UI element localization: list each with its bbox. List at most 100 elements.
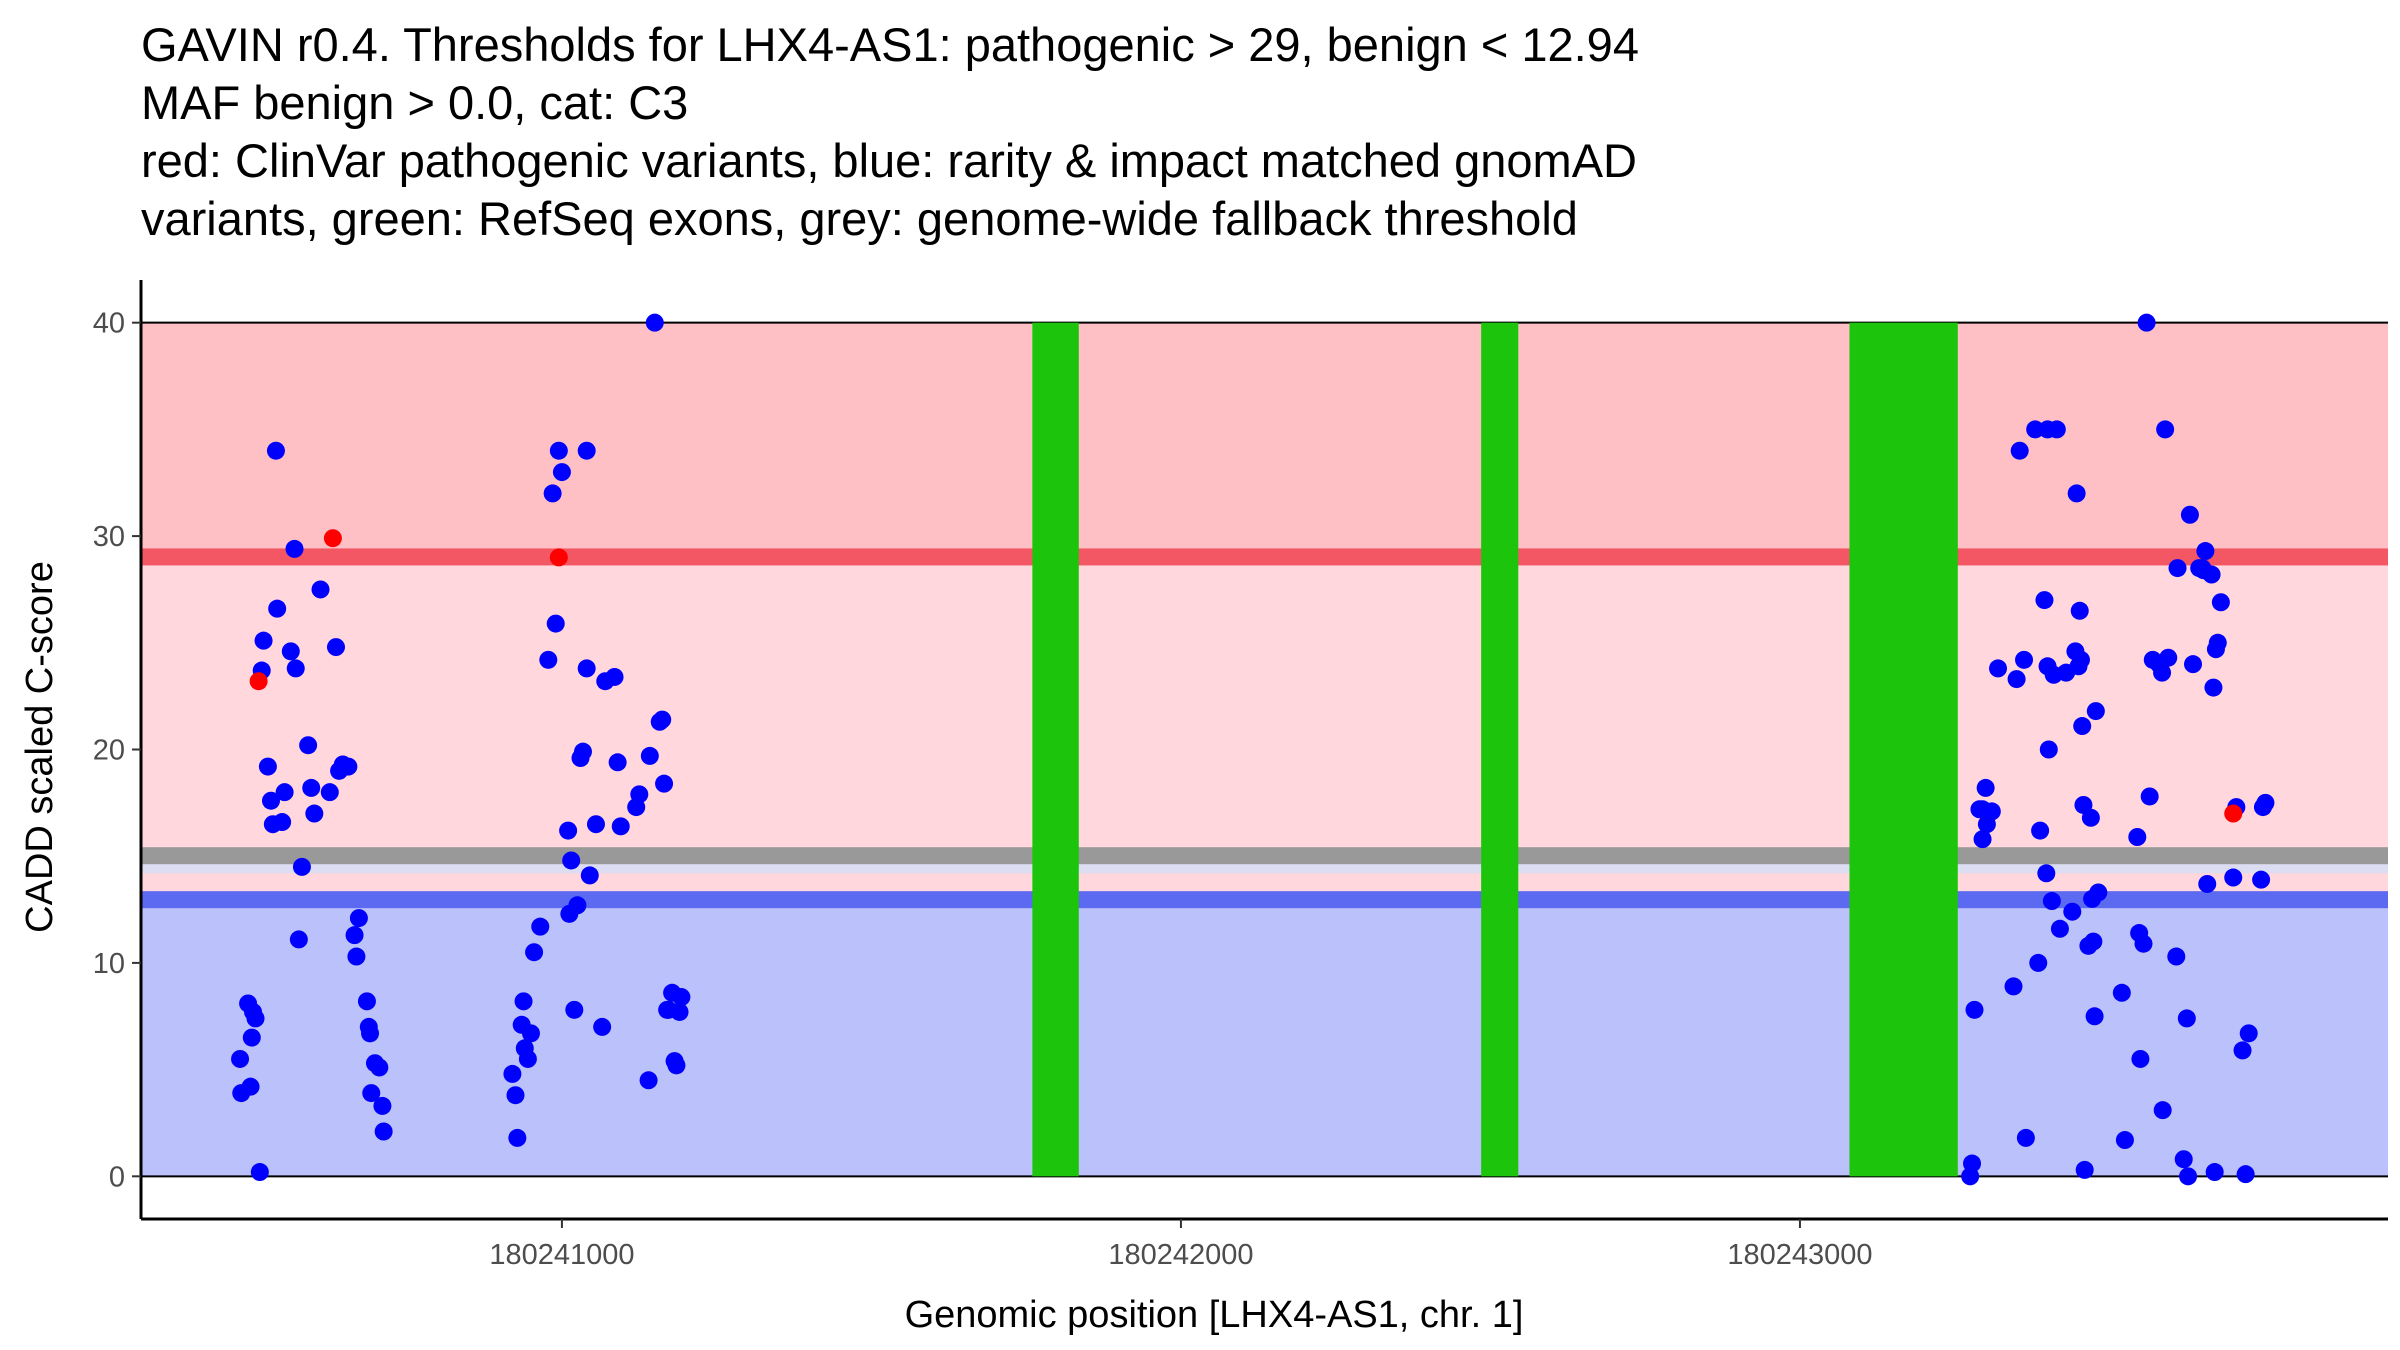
gnomad-variant-point (645, 313, 664, 332)
gnomad-variant-point (2239, 1024, 2258, 1043)
gnomad-variant-point (655, 774, 674, 793)
gnomad-variant-point (374, 1122, 393, 1141)
gnomad-variant-point (1976, 778, 1995, 797)
gnomad-variant-point (250, 1163, 269, 1182)
gnomad-variant-point (525, 943, 544, 962)
gnomad-variant-point (1965, 1000, 1984, 1019)
gnomad-variant-point (2204, 678, 2223, 697)
y-tick-label: 10 (93, 948, 125, 980)
gnomad-variant-point (1973, 830, 1992, 849)
gnomad-variant-point (357, 992, 376, 1011)
title-line-4: variants, green: RefSeq exons, grey: gen… (141, 192, 1578, 245)
gnomad-variant-point (2112, 983, 2131, 1002)
gnomad-variant-point (568, 896, 587, 915)
exon-bar (1481, 322, 1519, 1177)
gnomad-variant-point (608, 753, 627, 772)
y-tick-label: 0 (109, 1161, 125, 1193)
gnomad-variant-point (653, 710, 672, 729)
x-tick-label: 180243000 (1727, 1239, 1872, 1271)
gnomad-variant-point (246, 1009, 265, 1028)
gnomad-variant-point (2085, 1007, 2104, 1026)
gnomad-variant-point (559, 821, 578, 840)
y-axis-title: CADD scaled C-score (19, 561, 61, 933)
gnomad-variant-point (577, 441, 596, 460)
exon-bar (1032, 322, 1079, 1177)
gnomad-variant-point (305, 804, 324, 823)
gnomad-variant-point (2016, 1128, 2035, 1147)
exon-bar (1849, 322, 1958, 1177)
gnomad-variant-point (506, 1086, 525, 1105)
gnomad-variant-point (349, 909, 368, 928)
gnomad-variant-point (2007, 670, 2026, 689)
gnomad-variant-point (549, 441, 568, 460)
gnomad-variant-point (2004, 977, 2023, 996)
gnomad-variant-point (539, 650, 558, 669)
gnomad-variant-point (593, 1017, 612, 1036)
gnomad-variant-point (2236, 1165, 2255, 1184)
gnomad-variant-point (546, 614, 565, 633)
gnomad-variant-point (2086, 702, 2105, 721)
gnomad-variant-point (2010, 441, 2029, 460)
gnomad-variant-point (2089, 883, 2108, 902)
gnomad-variant-point (261, 791, 280, 810)
gnomad-variant-point (630, 785, 649, 804)
gnomad-variant-point (345, 926, 364, 945)
title-line-3: red: ClinVar pathogenic variants, blue: … (141, 134, 1637, 187)
gnomad-variant-point (2167, 947, 2186, 966)
gnomad-variant-point (242, 1028, 261, 1047)
gnomad-variant-point (531, 917, 550, 936)
gnomad-variant-point (2153, 1101, 2172, 1120)
y-tick-label: 30 (93, 521, 125, 553)
gnomad-variant-point (362, 1084, 381, 1103)
gnomad-variant-point (586, 815, 605, 834)
y-axis-ticks: 0 10 20 30 40 (93, 308, 141, 1193)
exon-bars (1032, 322, 1958, 1177)
gnomad-variant-point (577, 659, 596, 678)
gnomad-variant-point (2047, 420, 2066, 439)
gnomad-variant-point (670, 1002, 689, 1021)
gnomad-variant-point (292, 857, 311, 876)
gnomad-variant-point (1989, 659, 2008, 678)
gnomad-variant-point (299, 736, 318, 755)
gnomad-variant-point (521, 1024, 540, 1043)
gnomad-variant-point (2137, 313, 2156, 332)
gnomad-variant-point (580, 866, 599, 885)
x-axis-ticks: 180241000 180242000 180243000 (489, 1219, 1873, 1271)
gnomad-variant-point (285, 539, 304, 558)
gnomad-variant-point (2211, 593, 2230, 612)
gnomad-variant-point (2039, 740, 2058, 759)
gnomad-variant-point (361, 1024, 380, 1043)
gnomad-variant-point (326, 638, 345, 657)
gnomad-variant-point (2184, 655, 2203, 674)
gnomad-variant-point (639, 1071, 658, 1090)
gnomad-variant-point (573, 742, 592, 761)
gnomad-variant-point (2134, 934, 2153, 953)
gnomad-variant-point (2037, 864, 2056, 883)
gnomad-variant-point (2031, 821, 2050, 840)
gnomad-variant-point (258, 757, 277, 776)
gnomad-variant-point (514, 992, 533, 1011)
gnomad-variant-point (2075, 1160, 2094, 1179)
gnomad-variant-point (281, 642, 300, 661)
gnomad-variant-point (2179, 1167, 2198, 1186)
pathogenic-threshold-line (141, 548, 2388, 566)
gnomad-variant-point (266, 441, 285, 460)
clinvar-variant-point (2224, 804, 2243, 823)
gnomad-variant-point (320, 783, 339, 802)
gnomad-variant-point (552, 463, 571, 482)
gnomad-variant-point (2071, 650, 2090, 669)
clinvar-variant-point (323, 529, 342, 548)
gnomad-variant-point (2050, 919, 2069, 938)
benign-threshold-line (141, 891, 2388, 909)
gnomad-variant-point (268, 599, 287, 618)
x-tick-label: 180241000 (489, 1239, 634, 1271)
threshold-regions (141, 322, 2388, 1177)
gnomad-variant-point (370, 1058, 389, 1077)
gnomad-variant-point (2115, 1131, 2134, 1150)
gnomad-variant-point (273, 813, 292, 832)
gnomad-variant-point (2070, 601, 2089, 620)
gnomad-variant-point (2180, 505, 2199, 524)
gnomad-variant-point (2067, 484, 2086, 503)
gnomad-variant-point (231, 1049, 250, 1068)
gnomad-variant-point (2159, 648, 2178, 667)
